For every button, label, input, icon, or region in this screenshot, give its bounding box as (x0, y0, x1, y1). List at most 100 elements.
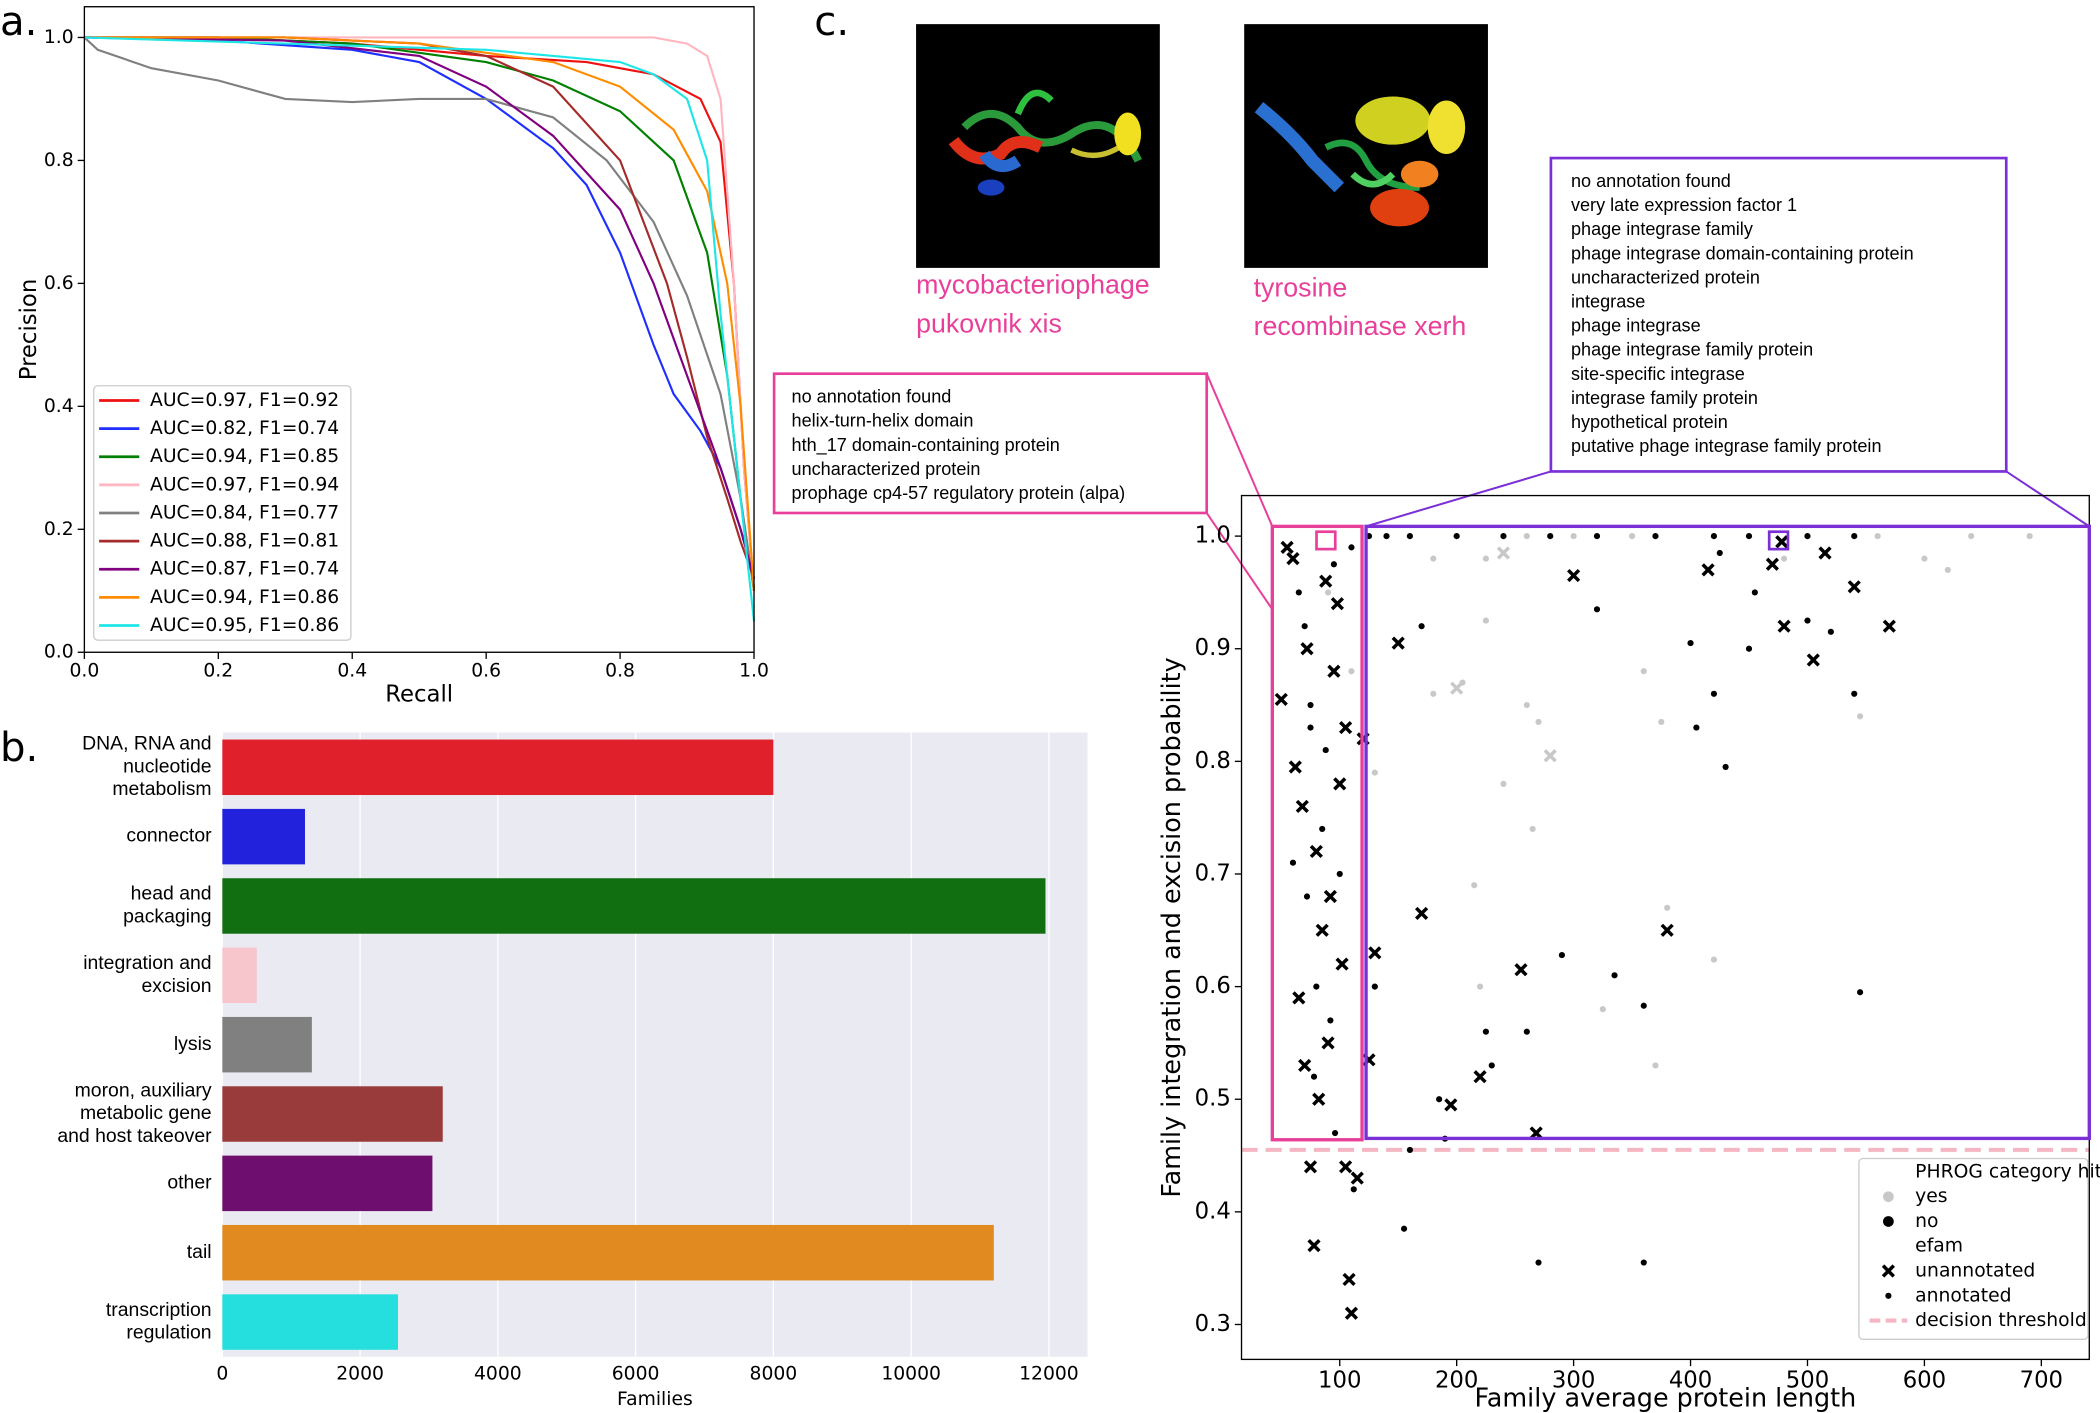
x-stroke (1847, 580, 1861, 594)
point (1640, 1259, 1647, 1266)
x-stroke (1307, 1239, 1321, 1253)
point (1857, 989, 1864, 996)
x-stroke (1529, 1126, 1543, 1140)
legend-label: AUC=0.97, F1=0.92 (150, 390, 339, 411)
x-stroke (1806, 653, 1820, 667)
x-stroke (1496, 546, 1511, 560)
point (1415, 906, 1429, 920)
point (1430, 690, 1437, 697)
annotation-line: uncharacterized protein (792, 459, 981, 479)
bar (222, 739, 774, 796)
legend-label: efam (1915, 1236, 1963, 1257)
legend-label: yes (1915, 1186, 1947, 1207)
x-stroke (1450, 681, 1464, 695)
point (1307, 1239, 1321, 1253)
point (1295, 799, 1309, 813)
point (1368, 946, 1382, 960)
x-stroke (1473, 1070, 1487, 1084)
point (1330, 561, 1337, 568)
point (1570, 533, 1577, 540)
point (1313, 983, 1320, 990)
structure-caption: recombinase xerh (1254, 311, 1467, 341)
y-tick-label: DNA, RNA and (82, 733, 211, 755)
annotation-line: integrase family protein (1571, 388, 1758, 408)
y-tick-label: transcription (106, 1299, 212, 1321)
x-stroke (1344, 1306, 1359, 1320)
x-stroke (1882, 619, 1896, 633)
point (1319, 574, 1333, 588)
x-stroke (1319, 574, 1333, 588)
point (1804, 617, 1811, 624)
annotation-line: phage integrase family (1571, 219, 1753, 239)
y-tick-label: 0.2 (44, 519, 74, 540)
legend-label: decision threshold (1915, 1310, 2087, 1331)
x-axis-label: Families (617, 1389, 693, 1410)
point (1611, 972, 1618, 979)
point (1482, 555, 1489, 562)
x-stroke (1701, 563, 1715, 577)
x-stroke (1339, 1160, 1353, 1174)
annotation-line: site-specific integrase (1571, 364, 1745, 384)
legend-label: AUC=0.97, F1=0.94 (150, 474, 339, 495)
x-stroke (1315, 923, 1329, 937)
x-axis-label: Recall (385, 682, 453, 708)
point (1312, 1092, 1326, 1106)
x-tick-label: 700 (2020, 1367, 2063, 1393)
point (1348, 544, 1355, 551)
point (1599, 1006, 1606, 1013)
legend-label: PHROG category hit (1915, 1161, 2100, 1182)
point (1319, 825, 1326, 833)
x-stroke (1415, 906, 1429, 920)
point (1857, 713, 1864, 720)
point (1652, 533, 1659, 540)
point (1406, 533, 1413, 540)
point (1295, 589, 1302, 596)
bar (222, 808, 305, 865)
point (1693, 724, 1700, 731)
annotation-line: very late expression factor 1 (1571, 195, 1797, 215)
point (1874, 533, 1881, 540)
x-stroke (1660, 923, 1674, 937)
point (1391, 636, 1405, 650)
point (1450, 681, 1464, 695)
y-tick-label: excision (141, 975, 211, 997)
point (1851, 533, 1858, 540)
point (1687, 640, 1694, 647)
legend-box (1858, 1157, 2089, 1340)
x-stroke (1312, 1092, 1326, 1106)
x-stroke (1286, 552, 1300, 566)
legend-label: AUC=0.87, F1=0.74 (150, 559, 339, 580)
x-tick-label: 300 (1552, 1367, 1595, 1393)
highlight-box (1364, 524, 2091, 1141)
y-tick-label: 0.6 (44, 273, 74, 294)
point (1751, 589, 1758, 596)
x-tick-label: 1.0 (739, 661, 769, 682)
annotation-line: prophage cp4-57 regulatory protein (alpa… (792, 483, 1126, 503)
x-stroke (1765, 557, 1779, 571)
legend-swatch (1883, 1191, 1894, 1203)
highlight-box (1767, 530, 1790, 551)
bar (222, 1016, 312, 1073)
point (1321, 1036, 1335, 1050)
point (1701, 563, 1715, 577)
x-tick-label: 0 (216, 1364, 228, 1385)
point (1847, 580, 1861, 594)
x-stroke (1300, 642, 1314, 656)
point (1322, 747, 1329, 754)
point (1921, 555, 1928, 562)
point (1344, 1306, 1359, 1320)
point (1482, 617, 1489, 624)
y-tick-label: 0.0 (44, 642, 74, 663)
point (1775, 535, 1789, 549)
x-stroke (1543, 749, 1557, 763)
y-tick-label: 0.4 (1195, 1198, 1231, 1224)
point (1628, 533, 1636, 540)
x-tick-label: 0.2 (203, 661, 233, 682)
point (1658, 718, 1665, 726)
point (1710, 956, 1718, 963)
point (1543, 749, 1557, 763)
point (1777, 619, 1791, 633)
annotation-line: phage integrase (1571, 316, 1701, 336)
point (1476, 983, 1484, 990)
point (1310, 1073, 1318, 1080)
